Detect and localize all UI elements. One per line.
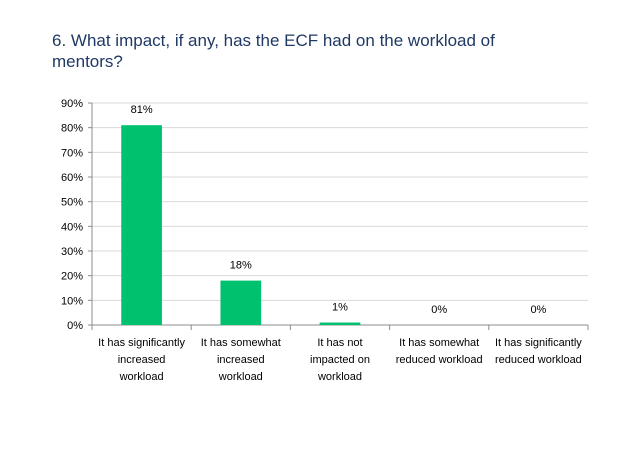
- data-label: 81%: [131, 104, 153, 116]
- category-label: It has somewhat: [399, 337, 479, 349]
- category-label: impacted on: [310, 354, 370, 366]
- bar: [319, 322, 361, 325]
- category-label: It has not: [317, 337, 362, 349]
- category-label: It has significantly: [495, 337, 582, 349]
- y-tick-label: 60%: [61, 172, 83, 184]
- category-label: It has significantly: [98, 337, 185, 349]
- data-label: 1%: [332, 302, 348, 314]
- y-tick-label: 70%: [61, 147, 83, 159]
- data-label: 0%: [431, 304, 447, 316]
- y-tick-label: 30%: [61, 246, 83, 258]
- data-label: 18%: [230, 260, 252, 272]
- data-label: 0%: [530, 304, 546, 316]
- y-tick-label: 50%: [61, 197, 83, 209]
- bar: [121, 125, 162, 325]
- y-tick-label: 90%: [61, 98, 83, 110]
- category-label: workload: [317, 371, 362, 383]
- bar: [220, 280, 262, 325]
- category-label: reduced workload: [495, 354, 582, 366]
- y-tick-label: 10%: [61, 295, 83, 307]
- chart-title: 6. What impact, if any, has the ECF had …: [52, 31, 495, 71]
- category-label: workload: [119, 371, 164, 383]
- y-tick-label: 80%: [61, 123, 83, 135]
- category-label: increased: [217, 354, 265, 366]
- category-label: reduced workload: [396, 354, 483, 366]
- category-label: It has somewhat: [201, 337, 281, 349]
- category-label: increased: [118, 354, 166, 366]
- y-tick-label: 40%: [61, 221, 83, 233]
- y-tick-label: 20%: [61, 271, 83, 283]
- y-tick-label: 0%: [67, 320, 83, 332]
- category-label: workload: [218, 371, 263, 383]
